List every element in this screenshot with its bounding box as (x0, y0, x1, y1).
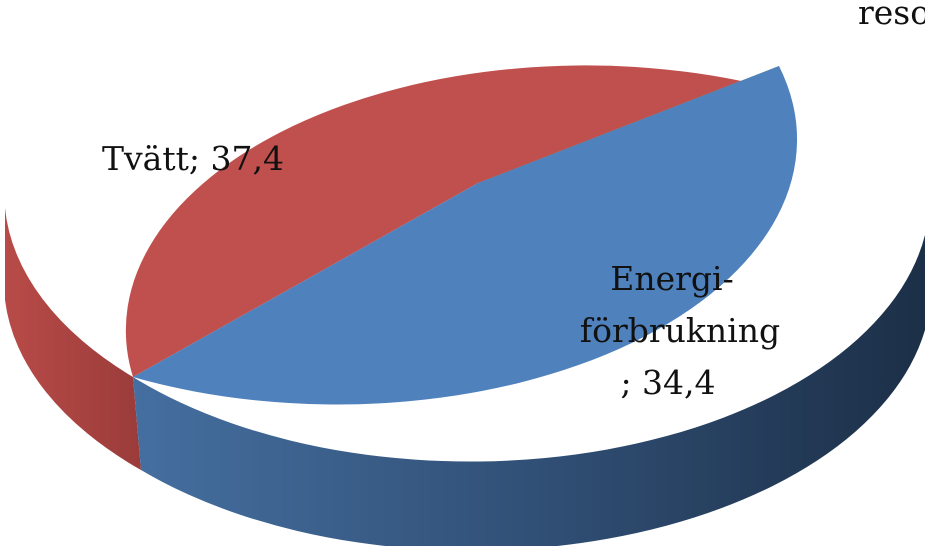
pie-side-energi (133, 235, 925, 546)
data-label-energi-line3: ; 34,4 (620, 363, 715, 402)
pie-slice-energi (133, 66, 798, 405)
data-label-energi-line2: förbrukning (580, 311, 780, 350)
data-label-energi-line1: Energi- (610, 259, 733, 298)
pie-slice-tvatt (125, 65, 755, 377)
data-label-cropped: reso (858, 0, 925, 32)
data-label-tvatt: Tvätt; 37,4 (102, 139, 284, 178)
pie-side-tvatt (5, 208, 141, 470)
